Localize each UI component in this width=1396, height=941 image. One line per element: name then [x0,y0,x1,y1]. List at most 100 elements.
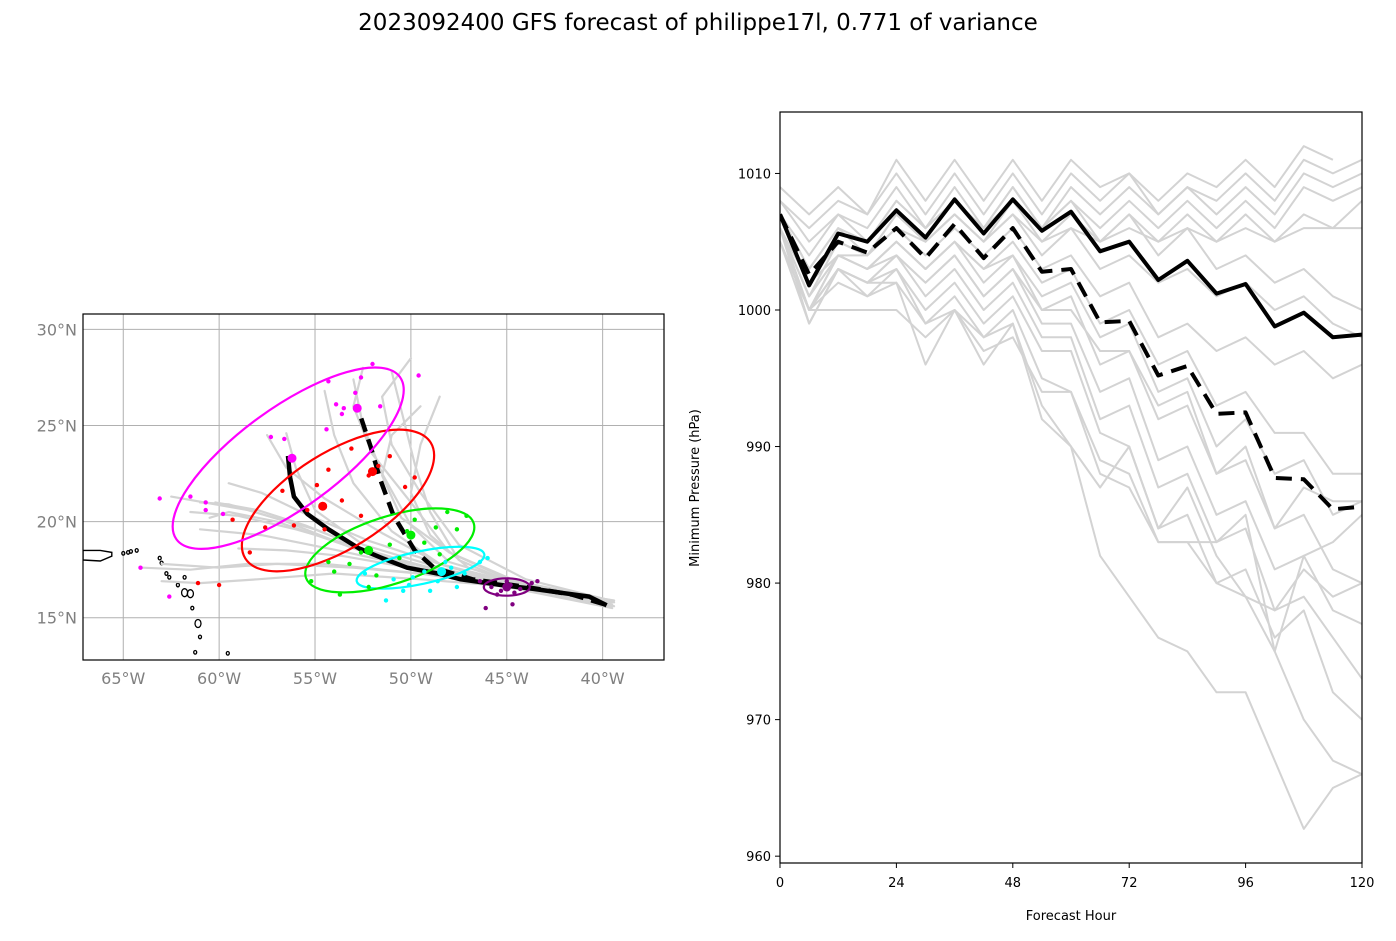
member-position-point [353,390,358,395]
member-position-point [203,500,208,505]
pressure-mean-lines [780,197,1362,512]
member-position-point [504,579,509,584]
island-coast [167,574,172,580]
member-position-point [230,517,235,522]
member-position-point [314,482,320,488]
member-position-point [157,496,162,501]
pressure-ticks: 0 24 48 72 96 120 960 970 980 990 1000 1010 [738,167,1375,891]
member-position-point [387,542,392,547]
member-position-point [512,590,517,595]
member-position-point [326,559,331,565]
y-tick-label: 990 [746,441,771,456]
island-coast [128,548,134,554]
spread-ellipse [304,507,476,594]
member-position-point [339,411,345,417]
member-position-point [216,582,222,588]
member-positions [138,361,540,611]
member-position-point [535,579,540,584]
member-position-point [358,375,364,380]
map-x-tick-label: 55°W [293,669,337,688]
spread-ellipse [240,428,436,573]
member-track-line [381,405,614,602]
member-position-point [529,580,534,586]
member-position-point [322,527,327,532]
member-position-point [220,511,226,517]
pressure-member-line [780,241,1362,776]
mean-position-point [364,545,374,555]
y-tick-label: 970 [746,714,771,729]
pressure-member-line [780,227,1362,721]
member-position-point [370,361,375,367]
pressure-member-line [780,158,1362,230]
member-position-point [437,552,442,557]
member-position-point [349,446,354,451]
map-x-tick-label: 60°W [197,669,241,688]
puerto-rico-coast [83,549,113,562]
x-tick-label: 24 [888,876,905,891]
map-y-tick-label: 30°N [37,320,77,339]
member-position-point [401,588,406,593]
member-position-point [332,569,337,574]
member-position-point [347,561,352,567]
x-tick-label: 48 [1005,876,1022,891]
member-position-point [326,379,331,384]
y-axis-label: Minimum Pressure (hPa) [688,409,703,567]
map-y-tick-label: 20°N [37,513,77,532]
map-y-tick-label: 15°N [37,609,77,628]
member-position-point [337,592,343,597]
member-position-point [268,434,274,440]
pressure-member-line [780,172,1362,243]
island-coast [182,574,187,580]
member-position-point [138,565,143,570]
mean-position-point [437,567,447,577]
island-coast [225,650,230,656]
y-tick-label: 1010 [738,167,771,182]
member-position-point [309,579,314,584]
island-coast [157,555,162,561]
map-y-tick-label: 25°N [37,416,77,435]
member-position-point [406,582,412,588]
member-position-point [326,467,331,472]
y-tick-label: 1000 [738,304,771,319]
island-coast [194,618,202,629]
spread-ellipse [171,366,405,550]
member-position-point [362,571,368,576]
x-axis-label: Forecast Hour [1026,909,1117,924]
map-x-tick-label: 65°W [101,669,145,688]
member-position-point [518,586,523,592]
map-grid [83,314,664,660]
member-position-point [167,594,172,599]
member-position-point [495,592,500,597]
y-tick-label: 960 [746,850,771,865]
member-position-point [454,584,460,590]
mean-tracks [285,411,608,608]
member-position-point [464,513,469,518]
member-position-point [391,577,396,582]
member-position-point [247,550,252,555]
spread-ellipse [355,545,486,590]
member-position-point [433,525,438,530]
member-position-point [498,588,504,593]
pressure-member-line [780,241,1362,680]
member-position-point [412,517,417,522]
member-position-point [383,598,389,603]
pressure-mean-line [780,197,1362,340]
pressure-member-line [780,199,1362,311]
island-coast [193,649,198,655]
map-x-tick-label: 45°W [485,669,529,688]
map-x-tick-label: 40°W [581,669,625,688]
member-position-point [510,602,515,607]
member-position-point [422,540,427,545]
island-coast [164,571,169,576]
pressure-member-line [780,241,1362,653]
pressure-member-line [780,227,1362,530]
member-position-point [435,579,440,584]
member-position-point [291,523,297,528]
member-position-point [358,550,364,555]
member-position-point [427,588,433,593]
mean-position-point [406,530,416,540]
member-position-point [374,573,379,578]
member-position-point [188,494,193,499]
